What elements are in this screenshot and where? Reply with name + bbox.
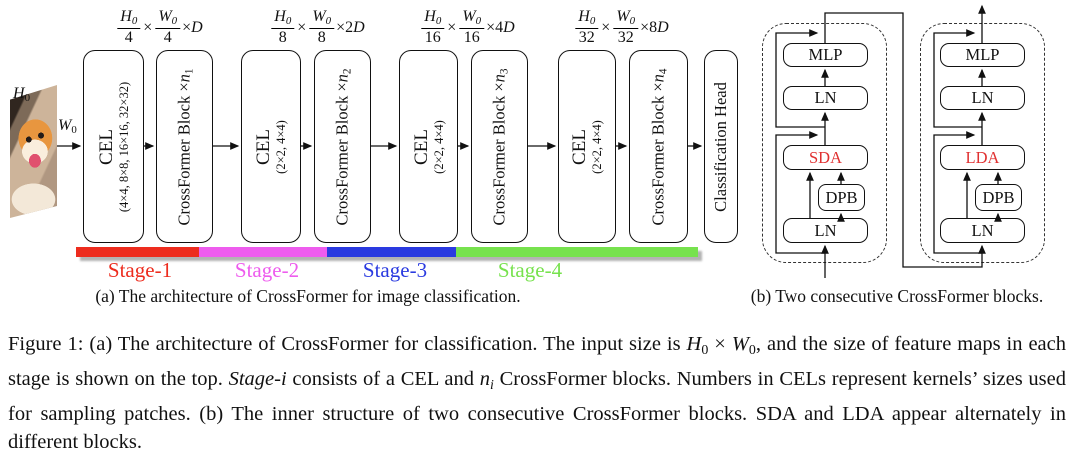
stage-3-bar: [327, 247, 456, 257]
w0-label: W0: [58, 117, 77, 137]
cel-kernel-sizes: (2×2, 4×4): [431, 119, 446, 174]
stage-2-label: Stage-2: [234, 258, 300, 282]
input-image-cat: [10, 85, 57, 218]
feature-size-stage-2: H0 8 × W0 8 ×2D: [271, 8, 365, 47]
cel-block-stage-4: CEL (2×2, 4×4): [558, 50, 616, 243]
cel-block-stage-1: CEL (4×4, 8×8, 16×16, 32×32): [83, 50, 144, 243]
stage-1-bar: [76, 247, 199, 257]
crossformer-block-label: CrossFormer Block ×n3: [488, 68, 511, 225]
ln-box-right-upper: LN: [940, 86, 1025, 110]
sda-box: SDA: [783, 145, 868, 170]
feature-size-stage-3: H0 16 × W0 16 ×4D: [421, 8, 515, 47]
panel-b-caption: (b) Two consecutive CrossFormer blocks.: [750, 286, 1044, 306]
ln-box-right-lower: LN: [940, 218, 1025, 243]
crossformer-block-stage-1: CrossFormer Block ×n1: [156, 50, 213, 243]
cel-kernel-sizes: (2×2, 4×4): [590, 119, 604, 174]
cel-label: CEL: [569, 128, 590, 165]
crossformer-block-label: CrossFormer Block ×n1: [173, 68, 196, 225]
lda-box: LDA: [940, 145, 1025, 170]
cel-block-stage-2: CEL (2×2, 4×4): [241, 50, 301, 243]
ln-box-left-upper: LN: [783, 86, 868, 110]
stage-2-bar: [199, 247, 327, 257]
dpb-box-right: DPB: [975, 184, 1022, 211]
mlp-box-right: MLP: [940, 43, 1025, 67]
crossformer-block-stage-3: CrossFormer Block ×n3: [471, 50, 528, 243]
dpb-box-left: DPB: [818, 184, 865, 211]
cel-block-stage-3: CEL (2×2, 4×4): [399, 50, 458, 243]
ln-box-left-lower: LN: [783, 218, 868, 243]
stage-bars: [76, 247, 698, 257]
feature-size-stage-1: H0 4 × W0 4 ×D: [117, 8, 203, 47]
stage-1-label: Stage-1: [107, 258, 173, 282]
cel-label: CEL: [410, 128, 432, 165]
stage-3-label: Stage-3: [362, 258, 428, 282]
crossformer-block-label: CrossFormer Block ×n2: [331, 68, 354, 225]
feature-size-stage-4: H0 32 × W0 32 ×8D: [575, 8, 669, 47]
panel-a-caption: (a) The architecture of CrossFormer for …: [95, 286, 521, 306]
crossformer-block-stage-4: CrossFormer Block ×n4: [629, 50, 688, 243]
cel-label: CEL: [95, 128, 117, 165]
h0-label: H0: [13, 85, 30, 105]
figure-caption: Figure 1: (a) The architecture of CrossF…: [8, 333, 1066, 453]
crossformer-block-label: CrossFormer Block ×n4: [647, 68, 670, 225]
cel-kernel-sizes: (2×2, 4×4): [274, 119, 288, 174]
mlp-box-left: MLP: [783, 43, 868, 67]
classification-head-block: Classification Head: [704, 50, 738, 243]
crossformer-block-stage-2: CrossFormer Block ×n2: [314, 50, 371, 243]
stage-4-bar: [456, 247, 698, 257]
cel-label: CEL: [253, 128, 274, 165]
stage-4-label: Stage-4: [497, 258, 563, 282]
classification-head-label: Classification Head: [711, 81, 730, 212]
cel-kernel-sizes: (4×4, 8×8, 16×16, 32×32): [116, 81, 131, 212]
